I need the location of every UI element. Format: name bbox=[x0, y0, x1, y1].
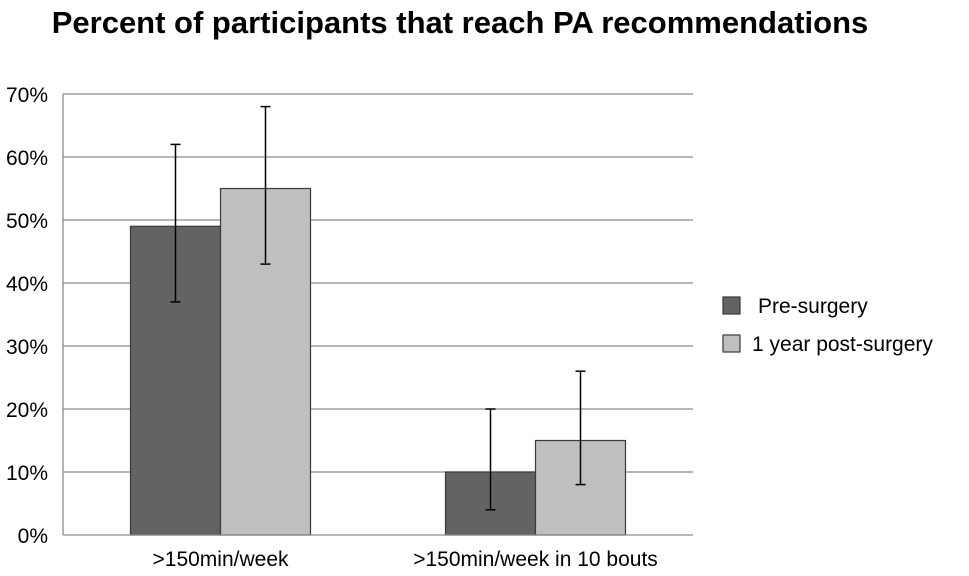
y-tick-label: 10% bbox=[6, 462, 48, 485]
y-tick-label: 20% bbox=[6, 399, 48, 422]
x-category-label: >150min/week in 10 bouts bbox=[413, 548, 658, 571]
y-tick-label: 70% bbox=[6, 84, 48, 107]
legend-swatch bbox=[722, 334, 741, 353]
y-tick-label: 60% bbox=[6, 147, 48, 170]
y-tick-label: 40% bbox=[6, 273, 48, 296]
y-tick-label: 50% bbox=[6, 210, 48, 233]
legend-swatch bbox=[722, 296, 741, 315]
y-tick-label: 0% bbox=[18, 525, 48, 548]
legend-label: Pre-surgery bbox=[758, 295, 868, 318]
legend-label: 1 year post-surgery bbox=[752, 333, 933, 356]
chart-title: Percent of participants that reach PA re… bbox=[51, 5, 869, 40]
x-category-label: >150min/week bbox=[153, 548, 289, 571]
y-tick-label: 30% bbox=[6, 336, 48, 359]
